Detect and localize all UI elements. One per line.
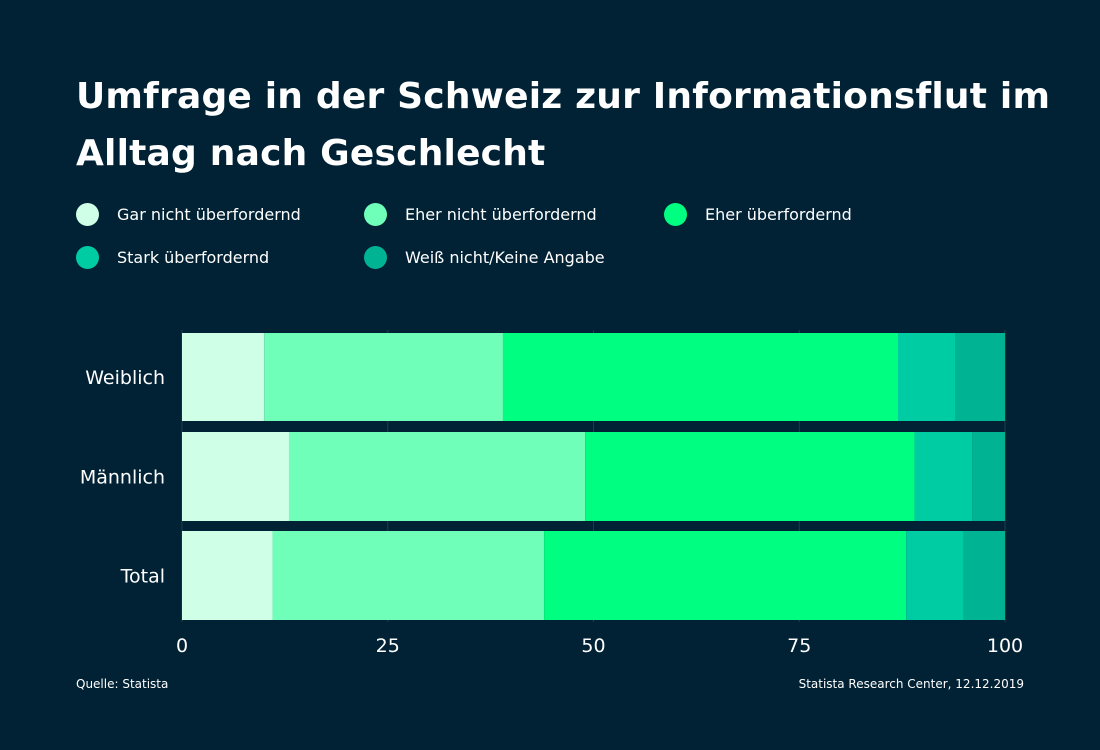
- source-note: Quelle: Statista: [76, 677, 169, 691]
- x-tick-label: 0: [176, 635, 188, 657]
- bar-segment-männlich-3: [585, 432, 915, 521]
- bar-segment-total-3: [544, 531, 907, 620]
- legend-label: Gar nicht überfordernd: [117, 204, 301, 224]
- x-tick-label: 25: [376, 635, 400, 657]
- legend-item-stark: Stark überfordernd: [76, 243, 269, 271]
- bar-segment-männlich-4: [914, 432, 973, 521]
- legend-item-weiss-nicht: Weiß nicht/Keine Angabe: [364, 243, 605, 271]
- chart-legend: Gar nicht überfordernd Eher nicht überfo…: [76, 200, 976, 280]
- legend-label: Stark überfordernd: [117, 247, 270, 267]
- legend-swatch: [76, 202, 99, 226]
- legend-swatch: [664, 202, 687, 226]
- bar-segment-weiblich-4: [898, 333, 956, 421]
- bar-segment-männlich-1: [182, 432, 289, 521]
- bar-segment-total-4: [906, 531, 964, 620]
- category-label: Total: [120, 566, 165, 588]
- credit-note: Statista Research Center, 12.12.2019: [798, 677, 1024, 691]
- x-tick-label: 75: [787, 635, 811, 657]
- stacked-bar-chart: Weiblich Männlich Total 0 25 50 75 100: [80, 330, 1023, 657]
- category-label: Weiblich: [85, 367, 165, 389]
- legend-label: Eher nicht überfordernd: [405, 204, 597, 224]
- legend-swatch: [364, 245, 387, 269]
- legend-swatch: [76, 245, 99, 269]
- legend-label: Eher überfordernd: [705, 204, 852, 224]
- bar-segment-total-5: [963, 531, 1005, 620]
- legend-label: Weiß nicht/Keine Angabe: [405, 247, 605, 267]
- bar-segment-männlich-2: [288, 432, 586, 521]
- x-tick-label: 50: [581, 635, 605, 657]
- legend-item-eher: Eher überfordernd: [664, 200, 852, 228]
- bar-segment-weiblich-5: [955, 333, 1005, 421]
- category-label: Männlich: [80, 467, 165, 489]
- bar-segment-weiblich-2: [264, 333, 503, 421]
- chart-title: Umfrage in der Schweiz zur Informationsf…: [76, 76, 1051, 174]
- bar-segment-total-1: [182, 531, 273, 620]
- bar-segment-männlich-5: [972, 432, 1005, 521]
- x-tick-label: 100: [987, 635, 1023, 657]
- legend-item-eher-nicht: Eher nicht überfordernd: [364, 200, 597, 228]
- bar-segment-weiblich-1: [182, 333, 265, 421]
- legend-swatch: [364, 202, 387, 226]
- bar-segment-total-2: [272, 531, 545, 620]
- bar-segment-weiblich-3: [502, 333, 899, 421]
- legend-item-gar-nicht: Gar nicht überfordernd: [76, 200, 301, 228]
